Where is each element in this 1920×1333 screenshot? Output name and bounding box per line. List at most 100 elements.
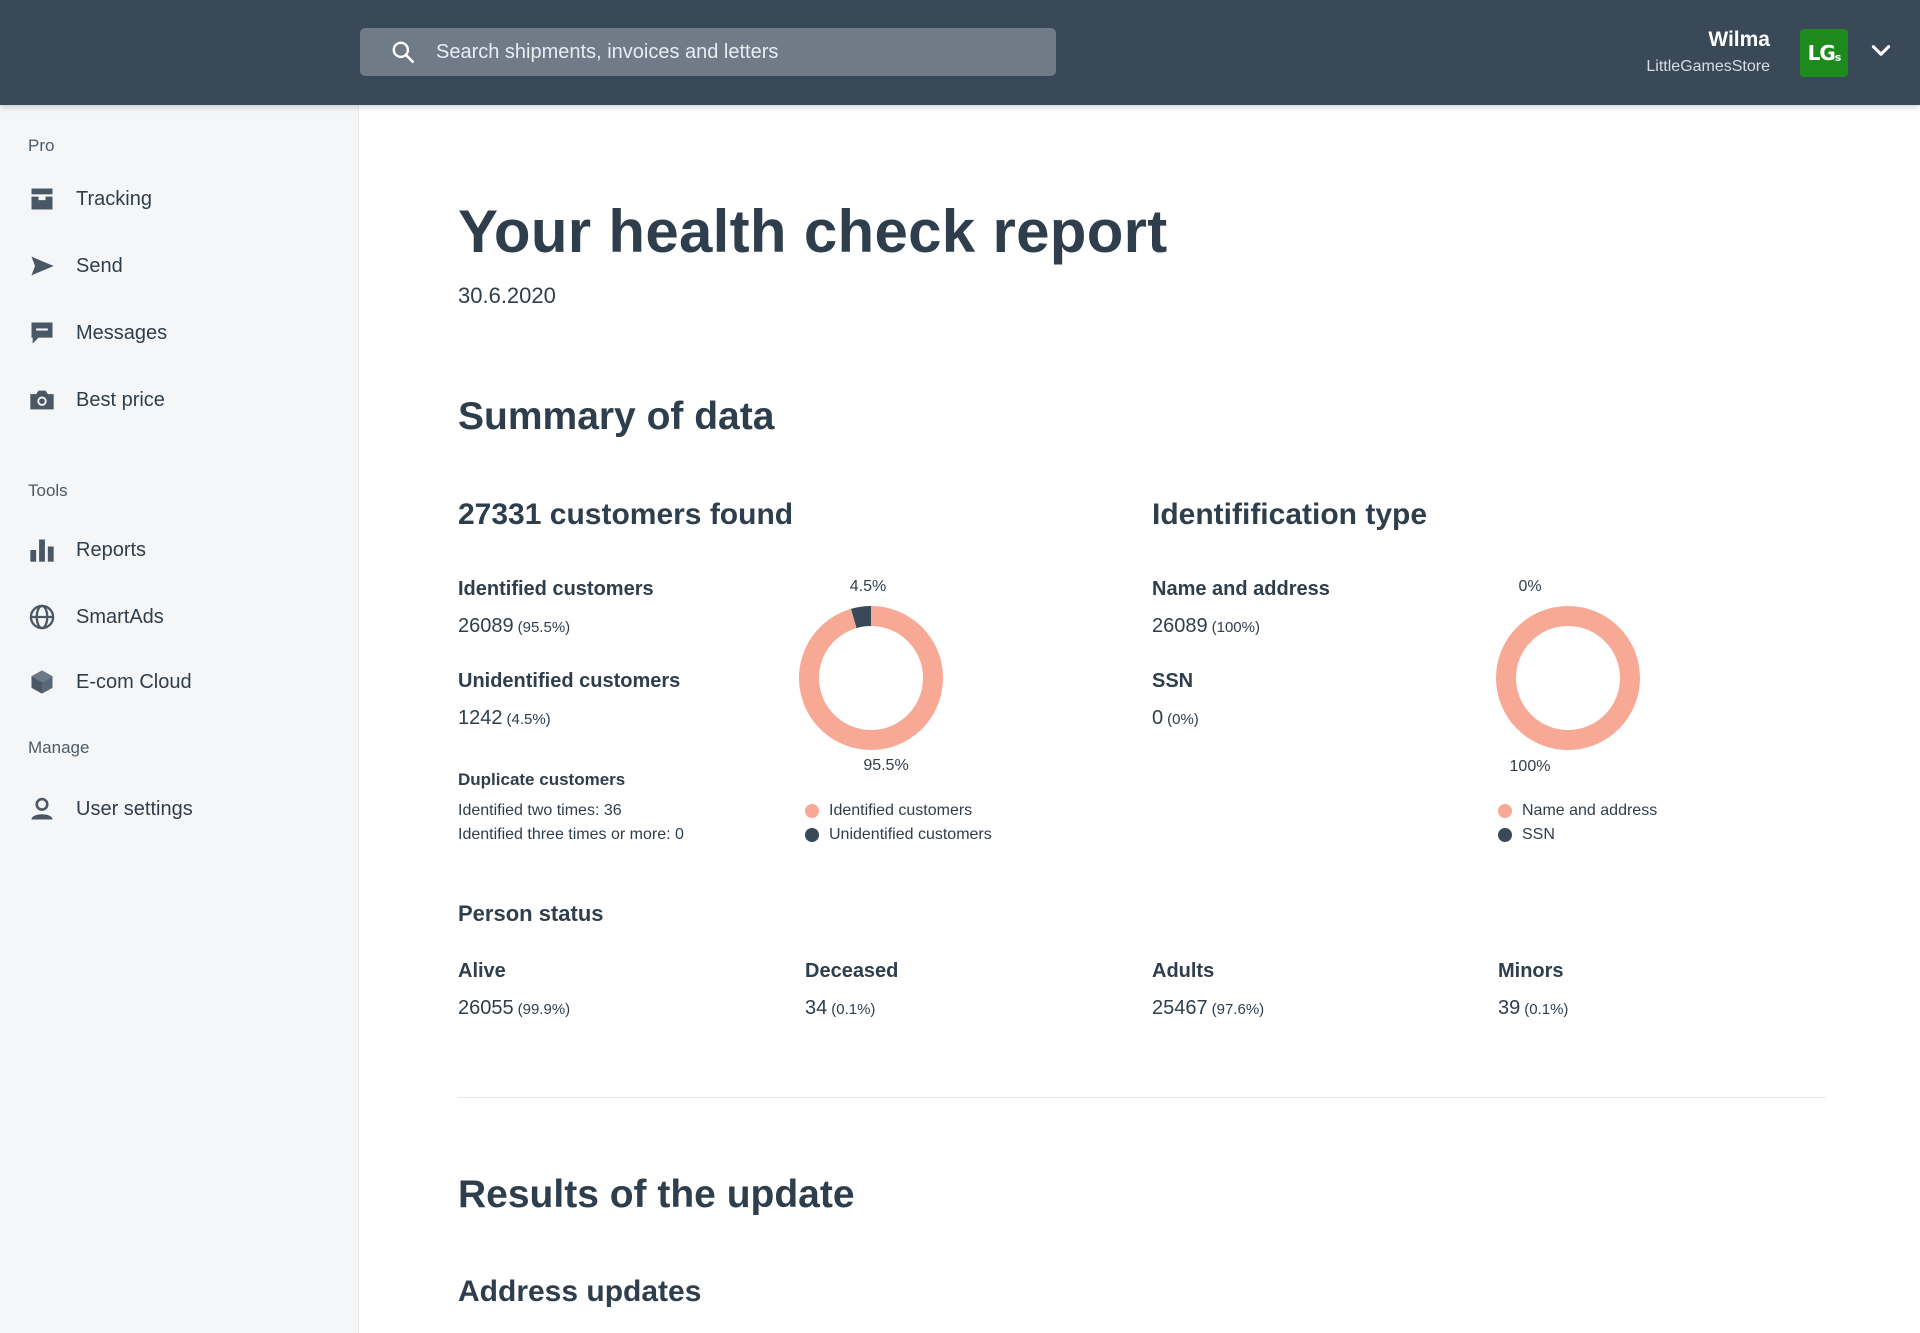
identification-heading: Identifification type xyxy=(1152,498,1428,531)
value-percent: (0.1%) xyxy=(1524,1001,1569,1018)
sidebar-item-send[interactable]: Send xyxy=(28,246,328,286)
duplicate-customers-label: Duplicate customers xyxy=(458,770,626,789)
status-adults-value: 25467 (97.6%) xyxy=(1152,997,1264,1020)
sidebar-section-pro: Pro xyxy=(28,136,55,155)
unidentified-customers-value: 1242 (4.5%) xyxy=(458,707,551,730)
send-icon xyxy=(31,256,54,276)
value-percent: (99.9%) xyxy=(517,1001,571,1018)
summary-heading: Summary of data xyxy=(458,395,775,438)
sidebar-item-label: User settings xyxy=(76,797,193,820)
donut-slice-identified-customers xyxy=(799,606,943,750)
bar-chart-icon xyxy=(30,539,54,562)
legend-dot xyxy=(805,828,819,842)
sidebar: Pro Tracking Send Messages Best price To… xyxy=(0,105,359,1333)
user-info[interactable]: Wilma LittleGamesStore xyxy=(1646,28,1770,76)
customers-heading: 27331 customers found xyxy=(458,498,794,531)
status-deceased-value: 34 (0.1%) xyxy=(805,997,875,1020)
status-alive-label: Alive xyxy=(458,960,506,982)
identified-customers-label: Identified customers xyxy=(458,578,654,600)
value-number: 34 xyxy=(805,997,828,1019)
value-percent: (95.5%) xyxy=(517,619,571,636)
customers-donut-chart xyxy=(799,606,943,750)
sidebar-item-messages[interactable]: Messages xyxy=(28,313,328,353)
search-icon xyxy=(392,41,415,64)
sidebar-section-manage: Manage xyxy=(28,738,90,757)
value-percent: (4.5%) xyxy=(506,711,551,728)
chart-top-label: 0% xyxy=(1518,578,1542,595)
cube-icon xyxy=(31,670,53,694)
ssn-label: SSN xyxy=(1152,670,1194,692)
value-percent: (0%) xyxy=(1167,711,1199,728)
camera-icon xyxy=(30,390,54,410)
address-updates-heading: Address updates xyxy=(458,1275,702,1308)
avatar-text: LG xyxy=(1807,41,1836,65)
status-adults-label: Adults xyxy=(1152,960,1215,982)
sidebar-item-smartads[interactable]: SmartAds xyxy=(28,597,328,637)
search-placeholder: Search shipments, invoices and letters xyxy=(436,40,779,63)
duplicate-two-times: Identified two times: 36 xyxy=(458,802,622,819)
value-percent: (97.6%) xyxy=(1211,1001,1265,1018)
name-address-value: 26089 (100%) xyxy=(1152,615,1260,638)
sidebar-item-label: SmartAds xyxy=(76,605,164,628)
legend-item: SSN xyxy=(1498,826,1555,844)
sidebar-section-tools: Tools xyxy=(28,481,68,500)
value-number: 26055 xyxy=(458,997,514,1019)
identification-donut-chart xyxy=(1496,606,1640,750)
legend-dot xyxy=(805,804,819,818)
report-date: 30.6.2020 xyxy=(458,283,556,308)
chart-top-label: 4.5% xyxy=(849,578,887,595)
value-number: 0 xyxy=(1152,707,1164,729)
identified-customers-value: 26089 (95.5%) xyxy=(458,615,570,638)
sidebar-item-best-price[interactable]: Best price xyxy=(28,380,328,420)
duplicate-three-times: Identified three times or more: 0 xyxy=(458,826,684,843)
chevron-down-icon[interactable] xyxy=(1868,38,1894,64)
name-address-label: Name and address xyxy=(1152,578,1330,600)
chart-bottom-label: 95.5% xyxy=(863,757,909,774)
donut-slice-name-and-address xyxy=(1496,606,1640,750)
value-percent: (0.1%) xyxy=(831,1001,876,1018)
results-heading: Results of the update xyxy=(458,1173,855,1216)
legend-label: Name and address xyxy=(1522,802,1658,819)
status-deceased-label: Deceased xyxy=(805,960,899,982)
sidebar-item-ecom-cloud[interactable]: E-com Cloud xyxy=(28,662,328,702)
legend-item: Identified customers xyxy=(805,802,972,820)
donut-slice-unidentified-customers xyxy=(850,606,872,629)
main-content: Your health check report 30.6.2020 Summa… xyxy=(360,105,1920,1333)
status-alive-value: 26055 (99.9%) xyxy=(458,997,570,1020)
legend-label: SSN xyxy=(1522,826,1555,843)
legend-item: Unidentified customers xyxy=(805,826,992,844)
user-icon xyxy=(31,797,53,820)
section-divider xyxy=(458,1097,1826,1098)
avatar-sub: s xyxy=(1834,50,1841,64)
chat-icon xyxy=(31,322,53,344)
search-input[interactable]: Search shipments, invoices and letters xyxy=(360,28,1056,76)
unidentified-customers-label: Unidentified customers xyxy=(458,670,681,692)
avatar[interactable]: LG s xyxy=(1800,29,1848,77)
chart-bottom-label: 100% xyxy=(1509,758,1551,775)
legend-dot xyxy=(1498,804,1512,818)
sidebar-item-label: Best price xyxy=(76,388,165,411)
person-status-heading: Person status xyxy=(458,901,604,926)
value-number: 26089 xyxy=(1152,615,1208,637)
value-number: 25467 xyxy=(1152,997,1208,1019)
sidebar-item-reports[interactable]: Reports xyxy=(28,530,328,570)
sidebar-item-label: Tracking xyxy=(76,187,152,210)
value-percent: (100%) xyxy=(1211,619,1260,636)
status-minors-label: Minors xyxy=(1498,960,1564,982)
sidebar-item-label: Messages xyxy=(76,321,168,344)
sidebar-item-label: Reports xyxy=(76,538,147,561)
user-store: LittleGamesStore xyxy=(1646,58,1770,75)
inbox-icon xyxy=(31,188,53,210)
status-minors-value: 39 (0.1%) xyxy=(1498,997,1568,1020)
legend-label: Identified customers xyxy=(829,802,973,819)
sidebar-item-label: Send xyxy=(76,254,123,277)
sidebar-item-user-settings[interactable]: User settings xyxy=(28,789,328,829)
user-name: Wilma xyxy=(1708,28,1770,51)
sidebar-item-tracking[interactable]: Tracking xyxy=(28,179,328,219)
value-number: 1242 xyxy=(458,707,503,729)
value-number: 26089 xyxy=(458,615,514,637)
legend-dot xyxy=(1498,828,1512,842)
ssn-value: 0 (0%) xyxy=(1152,707,1199,730)
top-bar: Search shipments, invoices and letters W… xyxy=(0,0,1920,105)
legend-item: Name and address xyxy=(1498,802,1657,820)
